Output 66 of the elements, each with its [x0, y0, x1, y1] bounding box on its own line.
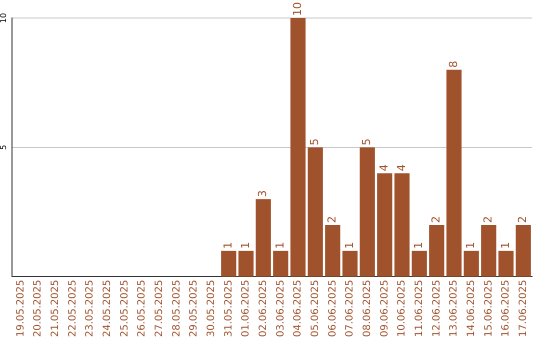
x-tick-label: 12.06.2025: [431, 280, 442, 338]
data-label: 1: [498, 242, 512, 249]
bar: [377, 173, 392, 277]
x-tick-label: 07.06.2025: [344, 280, 356, 338]
x-tick-label: 24.05.2025: [102, 280, 113, 338]
data-label: 10: [290, 2, 304, 16]
bar: [498, 250, 514, 277]
data-label: 4: [378, 164, 391, 172]
bar: [481, 224, 496, 277]
x-tick-label: 02.06.2025: [258, 280, 269, 338]
data-label: 4: [394, 164, 408, 172]
x-tick-label: 22.05.2025: [67, 280, 78, 338]
bar: [273, 250, 288, 277]
data-label: 2: [516, 216, 530, 223]
x-tick-label: 06.06.2025: [327, 280, 338, 338]
x-tick-label: 14.06.2025: [466, 280, 477, 338]
bar: [446, 70, 462, 277]
x-tick-label: 17.06.2025: [518, 280, 529, 338]
bar: [256, 199, 271, 277]
data-label: 1: [238, 242, 252, 249]
x-tick-label: 29.05.2025: [188, 280, 200, 338]
x-tick-label: 16.06.2025: [500, 280, 512, 338]
x-tick-label: 01.06.2025: [240, 280, 252, 338]
data-label: 8: [446, 60, 460, 68]
bar: [394, 173, 410, 277]
x-tick-label: 20.05.2025: [32, 280, 44, 338]
bar: [464, 250, 479, 277]
data-label: 3: [256, 190, 270, 198]
x-tick-label: 05.06.2025: [310, 280, 321, 338]
x-tick-label: 23.05.2025: [84, 280, 96, 338]
x-tick-label: 26.05.2025: [136, 280, 148, 338]
bar: [342, 250, 358, 277]
x-tick-label: 30.05.2025: [206, 280, 217, 338]
x-tick-label: 10.06.2025: [396, 280, 408, 338]
x-tick-label: 31.05.2025: [223, 280, 234, 338]
x-tick-label: 27.05.2025: [154, 280, 165, 338]
x-tick-label: 03.06.2025: [275, 280, 286, 338]
x-tick-label: 11.06.2025: [414, 280, 425, 338]
data-label: 1: [464, 242, 478, 249]
bar: [290, 18, 306, 277]
x-tick-label: 09.06.2025: [379, 280, 390, 338]
x-tick-label: 19.05.2025: [15, 280, 26, 338]
bar: [429, 224, 444, 277]
bar: [221, 250, 236, 277]
data-label: 5: [308, 138, 322, 146]
data-label: 1: [274, 242, 287, 249]
data-label: 1: [412, 242, 426, 249]
bar: [308, 147, 323, 277]
data-label: 2: [326, 216, 339, 223]
x-tick-label: 08.06.2025: [362, 280, 373, 338]
x-tick-label: 25.05.2025: [119, 280, 130, 338]
data-label: 2: [430, 216, 443, 223]
x-tick-label: 21.05.2025: [50, 280, 61, 338]
bar: [238, 250, 254, 277]
data-label: 1: [342, 242, 356, 249]
x-tick-label: 28.05.2025: [171, 280, 182, 338]
bar: [360, 147, 375, 277]
data-label: 5: [360, 138, 374, 146]
data-label: 1: [222, 242, 235, 249]
data-label: 2: [482, 216, 495, 223]
x-tick-label: 15.06.2025: [483, 280, 494, 338]
bar: [325, 224, 340, 277]
x-tick-label: 04.06.2025: [292, 280, 304, 338]
bar: [516, 224, 531, 277]
x-tick-label: 13.06.2025: [448, 280, 460, 338]
bar: [412, 250, 427, 277]
